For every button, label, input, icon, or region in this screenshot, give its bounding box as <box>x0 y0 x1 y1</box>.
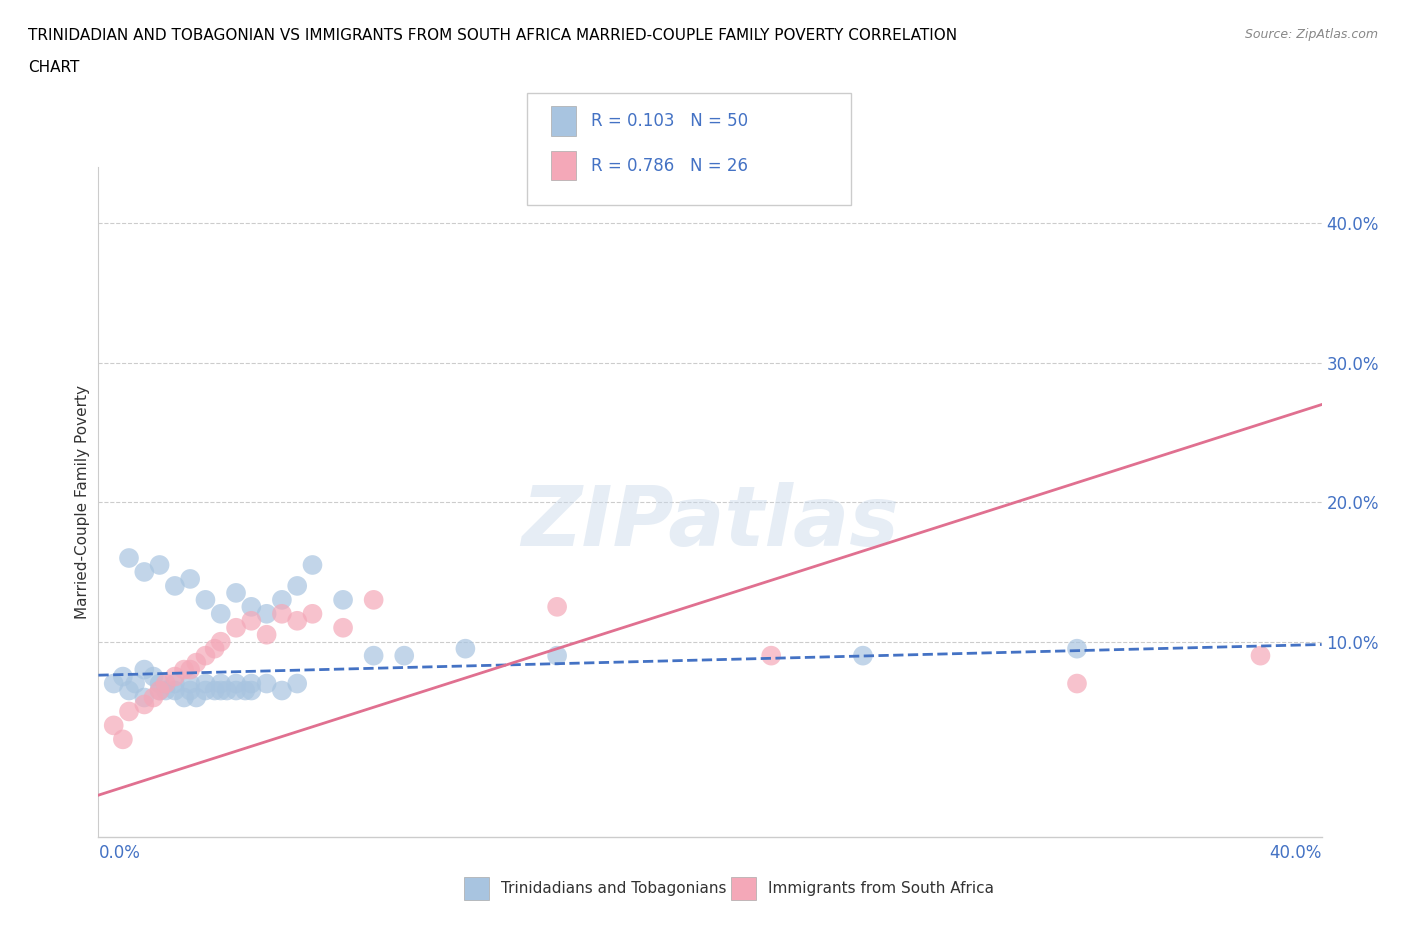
Text: ZIPatlas: ZIPatlas <box>522 482 898 563</box>
Point <box>285 614 308 629</box>
Point <box>1066 676 1088 691</box>
Point <box>240 614 263 629</box>
Point <box>240 676 263 691</box>
Point <box>155 683 177 698</box>
Point <box>142 690 165 705</box>
Text: Trinidadians and Tobagonians: Trinidadians and Tobagonians <box>501 881 725 896</box>
Point <box>149 558 172 573</box>
Point <box>301 558 323 573</box>
Point <box>270 592 292 607</box>
Point <box>179 676 201 691</box>
Point <box>256 676 278 691</box>
Point <box>270 683 292 698</box>
Point <box>149 676 172 691</box>
Text: 40.0%: 40.0% <box>1270 844 1322 862</box>
Text: CHART: CHART <box>28 60 80 75</box>
Text: R = 0.786   N = 26: R = 0.786 N = 26 <box>591 156 748 175</box>
Point <box>209 634 232 649</box>
Y-axis label: Married-Couple Family Poverty: Married-Couple Family Poverty <box>75 385 90 619</box>
Point <box>134 662 156 677</box>
Point <box>256 628 278 643</box>
Point <box>270 606 292 621</box>
Point <box>194 683 217 698</box>
Point <box>240 683 263 698</box>
Point <box>194 592 217 607</box>
Point <box>759 648 782 663</box>
Point <box>142 670 165 684</box>
Point <box>1066 642 1088 657</box>
Point <box>454 642 477 657</box>
Point <box>124 676 146 691</box>
Point <box>173 662 195 677</box>
Point <box>134 565 156 579</box>
Point <box>225 620 247 635</box>
Point <box>225 676 247 691</box>
Point <box>134 690 156 705</box>
Point <box>256 606 278 621</box>
Point <box>103 676 125 691</box>
Point <box>209 606 232 621</box>
Point <box>179 683 201 698</box>
Point <box>204 642 226 657</box>
Point <box>118 683 141 698</box>
Point <box>163 676 186 691</box>
Point <box>852 648 875 663</box>
Point <box>546 648 568 663</box>
Point <box>163 670 186 684</box>
Point <box>118 704 141 719</box>
Point <box>103 718 125 733</box>
Point <box>301 606 323 621</box>
Point <box>546 600 568 615</box>
Point <box>186 690 208 705</box>
Text: 0.0%: 0.0% <box>98 844 141 862</box>
Point <box>392 648 416 663</box>
Point <box>186 656 208 671</box>
Point <box>215 683 238 698</box>
Point <box>240 600 263 615</box>
Point <box>225 586 247 601</box>
Point <box>204 683 226 698</box>
Point <box>209 676 232 691</box>
Point <box>225 683 247 698</box>
Point <box>118 551 141 565</box>
Point <box>363 648 385 663</box>
Text: Source: ZipAtlas.com: Source: ZipAtlas.com <box>1244 28 1378 41</box>
Point <box>179 571 201 587</box>
Point <box>209 683 232 698</box>
Point <box>1249 648 1271 663</box>
Point <box>194 648 217 663</box>
Point <box>163 578 186 593</box>
Point <box>332 592 354 607</box>
Point <box>111 732 134 747</box>
Point <box>134 698 156 712</box>
Point <box>233 683 256 698</box>
Point <box>285 578 308 593</box>
Text: R = 0.103   N = 50: R = 0.103 N = 50 <box>591 112 748 130</box>
Point <box>111 670 134 684</box>
Point <box>149 683 172 698</box>
Point <box>363 592 385 607</box>
Point <box>332 620 354 635</box>
Point <box>179 662 201 677</box>
Text: TRINIDADIAN AND TOBAGONIAN VS IMMIGRANTS FROM SOUTH AFRICA MARRIED-COUPLE FAMILY: TRINIDADIAN AND TOBAGONIAN VS IMMIGRANTS… <box>28 28 957 43</box>
Point <box>173 690 195 705</box>
Point <box>163 683 186 698</box>
Text: Immigrants from South Africa: Immigrants from South Africa <box>768 881 994 896</box>
Point <box>155 676 177 691</box>
Point <box>149 683 172 698</box>
Point <box>285 676 308 691</box>
Point <box>194 676 217 691</box>
